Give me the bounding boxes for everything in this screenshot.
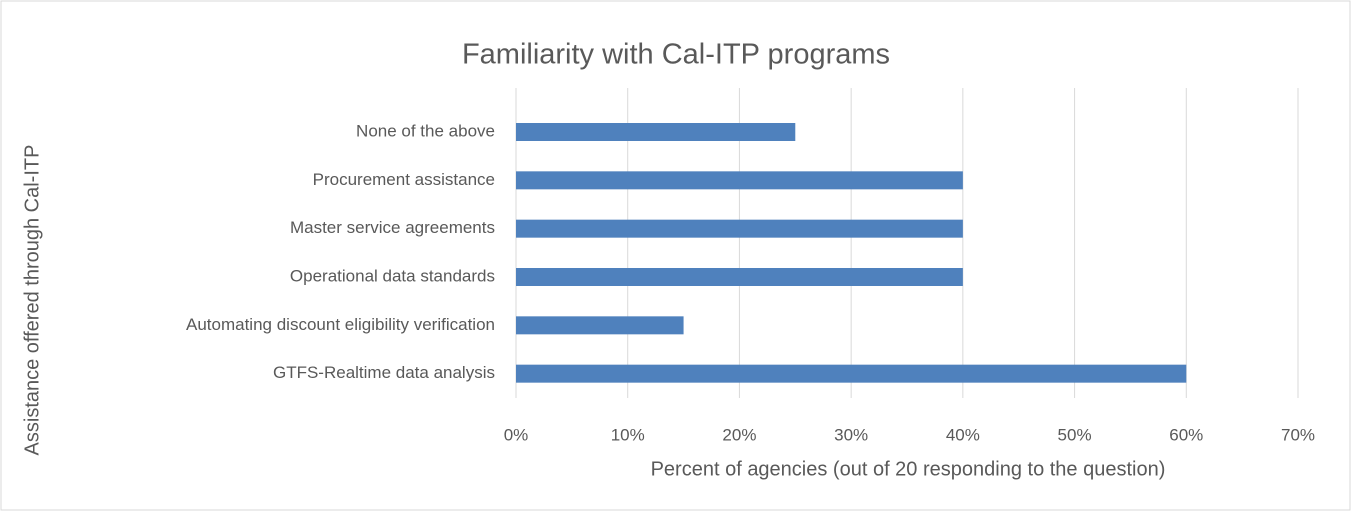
x-tick-label: 30% [834,425,868,444]
y-axis-label: Assistance offered through Cal-ITP [21,145,43,456]
y-tick-label: Automating discount eligibility verifica… [186,315,495,334]
x-tick-label: 70% [1281,425,1315,444]
y-tick-label: GTFS-Realtime data analysis [273,363,495,382]
y-tick-label: Operational data standards [290,266,495,285]
x-axis-label: Percent of agencies (out of 20 respondin… [651,458,1166,480]
x-tick-label: 0% [504,425,529,444]
bar [516,364,1187,383]
x-tick-label: 40% [946,425,980,444]
y-tick-label: None of the above [356,121,495,140]
x-tick-label: 10% [611,425,645,444]
bar [516,316,684,335]
x-tick-label: 60% [1169,425,1203,444]
bar [516,171,963,190]
bar [516,219,963,238]
x-tick-label: 50% [1058,425,1092,444]
x-tick-label: 20% [722,425,756,444]
bar [516,268,963,286]
y-tick-label: Procurement assistance [313,170,495,189]
bar [516,123,796,141]
y-tick-label: Master service agreements [290,218,495,237]
chart-title: Familiarity with Cal-ITP programs [462,39,890,71]
